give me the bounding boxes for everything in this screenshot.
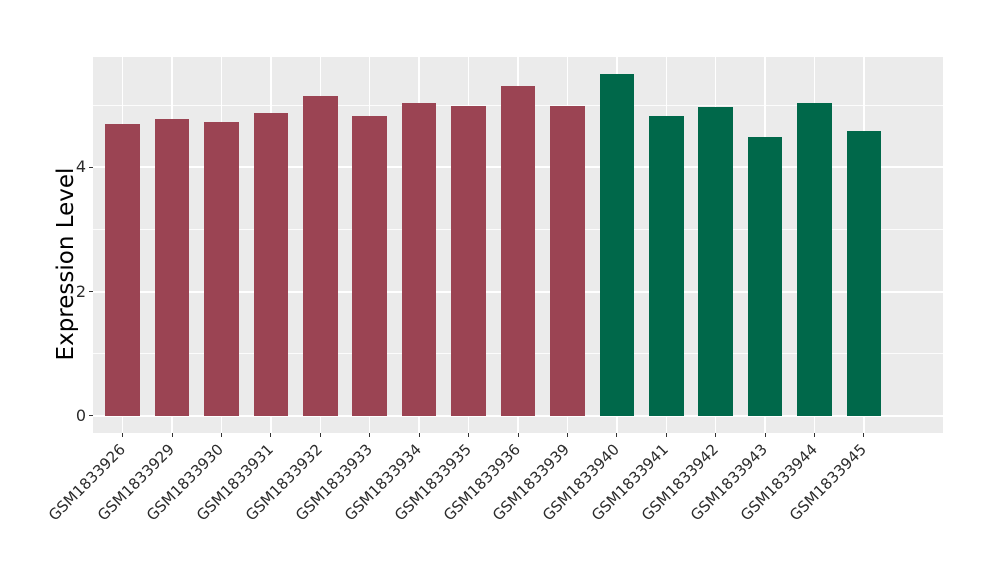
bar: [698, 107, 733, 416]
x-tick-mark: [270, 433, 272, 437]
bar: [846, 131, 882, 416]
x-tick-mark: [715, 433, 717, 437]
x-tick-mark: [665, 433, 667, 437]
bar: [352, 115, 388, 416]
x-tick-mark: [319, 433, 321, 437]
bar: [204, 121, 239, 416]
x-tick-mark: [369, 433, 371, 437]
x-tick-mark: [122, 433, 124, 437]
y-tick-label: 0: [75, 405, 86, 425]
x-tick-mark: [517, 433, 519, 437]
x-tick-mark: [171, 433, 173, 437]
bar: [550, 106, 585, 416]
x-tick-mark: [616, 433, 618, 437]
bar: [648, 115, 684, 416]
bar: [154, 118, 190, 416]
x-tick-mark: [220, 433, 222, 437]
y-tick-label: 2: [75, 281, 86, 301]
bar: [747, 136, 783, 416]
x-tick-mark: [468, 433, 470, 437]
bar: [105, 124, 140, 416]
x-tick-mark: [764, 433, 766, 437]
x-tick-mark: [566, 433, 568, 437]
bar: [303, 95, 338, 416]
y-tick-label: 4: [75, 157, 86, 177]
bar: [451, 106, 486, 416]
bar: [599, 74, 635, 416]
y-tick-mark: [89, 415, 93, 417]
bar: [797, 103, 832, 416]
bar: [401, 103, 437, 416]
y-tick-mark: [89, 291, 93, 293]
x-tick-mark: [814, 433, 815, 437]
bar: [500, 85, 536, 416]
bar: [253, 112, 289, 416]
plot-panel: [93, 57, 943, 433]
x-tick-mark: [418, 433, 420, 437]
y-tick-mark: [89, 166, 93, 168]
x-tick-mark: [863, 433, 865, 437]
